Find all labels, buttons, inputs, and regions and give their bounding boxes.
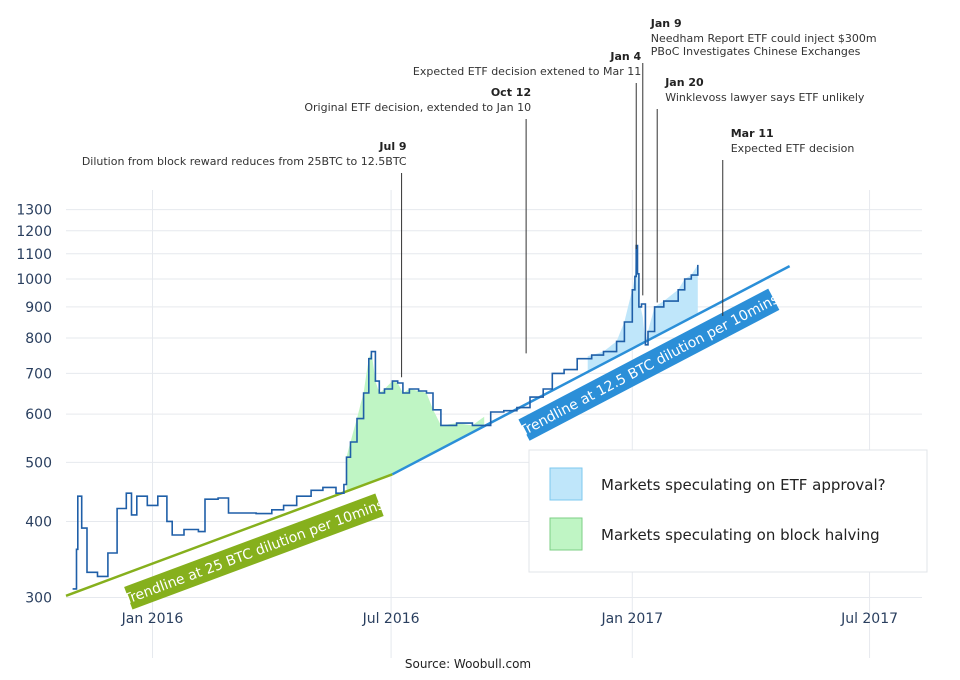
annotation-text: Expected ETF decision — [731, 142, 855, 155]
annotation-text: Winklevoss lawyer says ETF unlikely — [665, 91, 865, 104]
annotation-date: Mar 11 — [731, 127, 774, 140]
trendline-12-5btc-band: Trendline at 12.5 BTC dilution per 10min… — [516, 288, 781, 441]
series-layer — [72, 244, 699, 590]
annotation-date: Oct 12 — [491, 86, 531, 99]
y-tick-label: 1200 — [16, 224, 52, 240]
annotation-text: PBoC Investigates Chinese Exchanges — [651, 45, 861, 58]
annotation-text: Original ETF decision, extended to Jan 1… — [304, 101, 531, 114]
legend-box — [528, 449, 928, 573]
annotation-date: Jan 9 — [650, 17, 682, 30]
legend: Markets speculating on ETF approval? Mark… — [528, 449, 928, 573]
y-tick-label: 600 — [25, 407, 52, 423]
axes: 300 400 500 600 700 800 900 1000 1100 1200 1300 Jan… — [16, 203, 898, 627]
x-tick-label: Jul 2016 — [362, 611, 420, 627]
y-tick-label: 800 — [25, 331, 52, 347]
annotation-layer: Jul 9 Dilution from block reward reduces … — [82, 17, 877, 378]
area-layer — [346, 245, 698, 492]
y-tick-label: 500 — [25, 455, 52, 471]
trendline-25btc — [65, 473, 393, 597]
annotation-date: Jul 9 — [378, 140, 406, 153]
annotation-date: Jan 4 — [609, 50, 641, 63]
legend-swatch-etf — [549, 467, 583, 501]
y-tick-label: 900 — [25, 300, 52, 316]
x-tick-label: Jul 2017 — [840, 611, 898, 627]
legend-label-halving: Markets speculating on block halving — [601, 526, 880, 544]
y-tick-label: 400 — [25, 514, 52, 530]
legend-swatch-halving — [549, 517, 583, 551]
etf-speculation-area — [587, 245, 698, 372]
x-tick-label: Jan 2016 — [121, 611, 184, 627]
y-tick-label: 1300 — [16, 203, 52, 219]
trendline-band-bg — [124, 493, 384, 610]
y-tick-label: 300 — [25, 591, 52, 607]
trendline-band-bg — [518, 288, 780, 441]
annotation-text: Needham Report ETF could inject $300m — [651, 32, 877, 45]
annotation-date: Jan 20 — [664, 76, 704, 89]
x-tick-label: Jan 2017 — [600, 611, 663, 627]
trendline-label: Trendline at 12.5 BTC dilution per 10min… — [516, 291, 781, 440]
trendline-25btc-band: Trendline at 25 BTC dilution per 10mins — [121, 493, 387, 610]
annotation-text: Dilution from block reward reduces from … — [82, 155, 407, 168]
grid — [66, 190, 922, 658]
source-label: Source: Woobull.com — [405, 657, 531, 671]
annotation-text: Expected ETF decision extened to Mar 11 — [413, 65, 641, 78]
y-tick-label: 700 — [25, 366, 52, 382]
y-tick-label: 1100 — [16, 247, 52, 263]
y-tick-label: 1000 — [16, 272, 52, 288]
halving-speculation-area — [346, 351, 485, 492]
price-line — [72, 244, 699, 590]
trendline-12-5btc — [391, 265, 791, 476]
legend-label-etf: Markets speculating on ETF approval? — [601, 476, 886, 494]
